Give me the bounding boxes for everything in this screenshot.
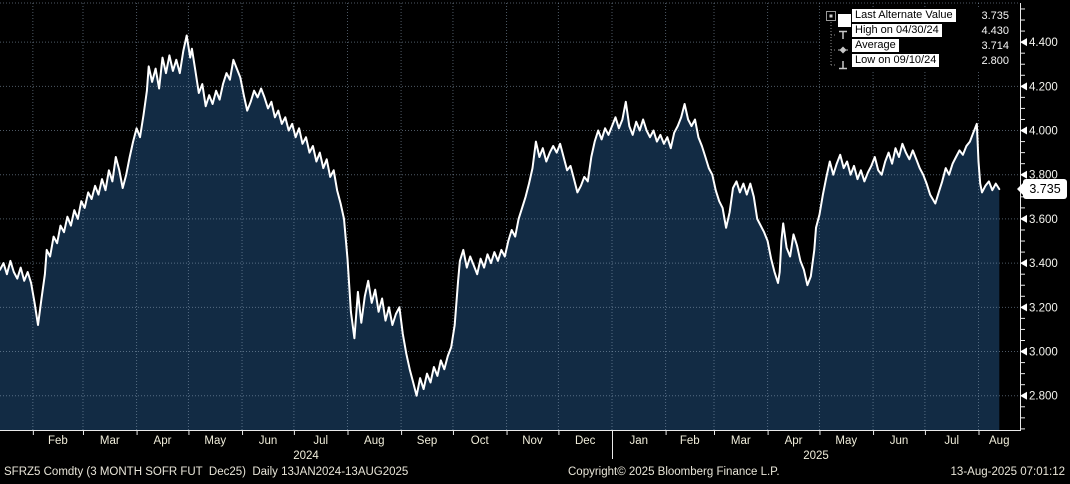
svg-text:2025: 2025 xyxy=(803,450,829,462)
svg-text:2.800: 2.800 xyxy=(1029,391,1058,403)
svg-text:May: May xyxy=(204,435,226,447)
svg-text:Aug: Aug xyxy=(989,435,1009,447)
legend-average-label: Average xyxy=(852,39,899,52)
legend-row-last[interactable]: Last Alternate Value 3.735 xyxy=(822,8,1020,23)
svg-text:May: May xyxy=(835,435,857,447)
svg-text:Jan: Jan xyxy=(630,435,649,447)
legend-row-low[interactable]: Low on 09/10/24 2.800 xyxy=(822,53,1020,68)
last-price-value: 3.735 xyxy=(1029,182,1061,196)
svg-text:Feb: Feb xyxy=(48,435,68,447)
legend-low-value: 2.800 xyxy=(981,54,1009,67)
legend-markers xyxy=(826,11,851,70)
svg-text:Feb: Feb xyxy=(680,435,700,447)
svg-text:Aug: Aug xyxy=(364,435,384,447)
legend-average-value: 3.714 xyxy=(981,39,1009,52)
svg-text:3.200: 3.200 xyxy=(1029,302,1058,314)
legend-row-high[interactable]: High on 04/30/24 4.430 xyxy=(822,23,1020,38)
legend-low-label: Low on 09/10/24 xyxy=(852,54,940,67)
svg-text:3.600: 3.600 xyxy=(1029,214,1058,226)
svg-text:3.000: 3.000 xyxy=(1029,347,1058,359)
legend-row-average[interactable]: Average 3.714 xyxy=(822,38,1020,53)
status-bar: SFRZ5 Comdty (3 MONTH SOFR FUT Dec25) Da… xyxy=(0,462,1070,484)
svg-text:3.800: 3.800 xyxy=(1029,170,1058,182)
chart-legend: Last Alternate Value 3.735 High on 04/30… xyxy=(822,8,1020,72)
svg-text:Jun: Jun xyxy=(259,435,278,447)
last-price-tag: 3.735 xyxy=(1017,179,1067,199)
legend-high-label: High on 04/30/24 xyxy=(852,24,942,37)
legend-last-label: Last Alternate Value xyxy=(852,9,956,22)
price-chart[interactable]: Feb Mar Apr May Jun Jul Aug Sep Oct Nov Dec Jan Feb M… xyxy=(0,0,1070,462)
high-marker-icon xyxy=(839,30,847,39)
svg-text:2024: 2024 xyxy=(293,450,319,462)
legend-tree xyxy=(830,22,837,66)
svg-text:3.400: 3.400 xyxy=(1029,258,1058,270)
svg-text:4.400: 4.400 xyxy=(1029,37,1058,49)
svg-text:Nov: Nov xyxy=(522,435,543,447)
svg-text:Dec: Dec xyxy=(575,435,596,447)
legend-last-value: 3.735 xyxy=(981,9,1009,22)
svg-text:Oct: Oct xyxy=(471,435,490,447)
series-swatch-icon xyxy=(838,14,851,27)
copyright-notice: Copyright© 2025 Bloomberg Finance L.P. xyxy=(568,466,780,478)
average-marker-icon xyxy=(838,46,848,54)
svg-text:Sep: Sep xyxy=(417,435,437,447)
svg-text:Jul: Jul xyxy=(313,435,328,447)
svg-text:4.200: 4.200 xyxy=(1029,81,1058,93)
svg-text:4.000: 4.000 xyxy=(1029,126,1058,138)
security-description: SFRZ5 Comdty (3 MONTH SOFR FUT Dec25) Da… xyxy=(4,466,409,478)
svg-text:Mar: Mar xyxy=(731,435,751,447)
legend-expand-toggle[interactable] xyxy=(826,11,836,21)
timestamp: 13-Aug-2025 07:01:12 xyxy=(950,466,1065,478)
legend-high-value: 4.430 xyxy=(981,24,1009,37)
svg-text:Mar: Mar xyxy=(100,435,120,447)
svg-text:Jun: Jun xyxy=(890,435,909,447)
svg-text:Apr: Apr xyxy=(785,435,803,447)
low-marker-icon xyxy=(839,61,847,70)
svg-text:Apr: Apr xyxy=(154,435,172,447)
svg-text:Jul: Jul xyxy=(944,435,959,447)
